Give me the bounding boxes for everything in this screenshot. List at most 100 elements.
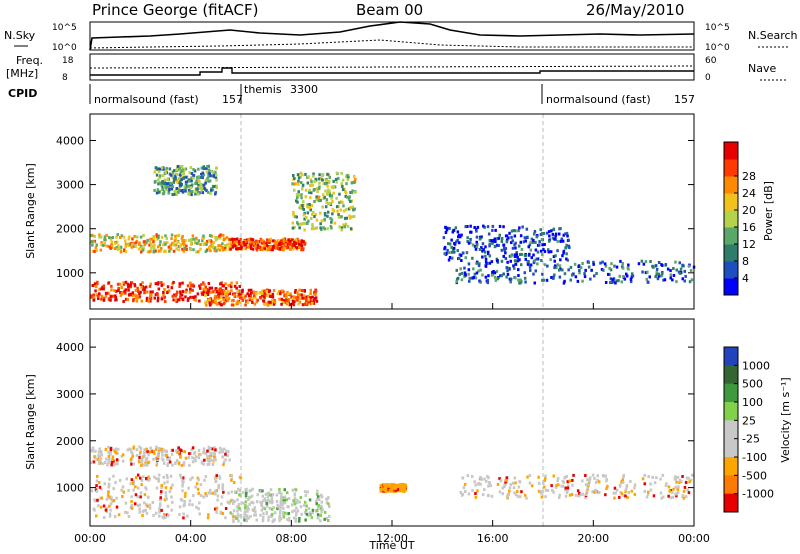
data-cell — [301, 183, 305, 187]
data-cell — [174, 294, 177, 298]
data-cell — [162, 293, 165, 296]
data-cell — [209, 170, 213, 174]
data-cell — [310, 516, 314, 520]
data-cell — [539, 491, 543, 495]
data-cell — [115, 240, 119, 244]
data-cell — [206, 455, 209, 459]
data-cell — [529, 263, 533, 267]
data-cell — [147, 475, 150, 479]
data-cell — [97, 504, 100, 508]
data-cell — [469, 241, 472, 245]
data-cell — [110, 463, 113, 467]
data-cell — [624, 494, 627, 498]
data-cell — [547, 239, 551, 243]
data-cell — [302, 222, 306, 225]
data-cell — [243, 296, 246, 300]
data-cell — [157, 249, 161, 253]
data-cell — [389, 487, 393, 491]
data-cell — [131, 294, 134, 298]
data-cell — [600, 268, 604, 271]
data-cell — [652, 494, 656, 498]
data-cell — [325, 201, 328, 204]
data-cell — [503, 483, 507, 487]
data-cell — [260, 247, 264, 251]
data-cell — [191, 503, 194, 507]
data-cell — [267, 246, 270, 250]
data-cell — [184, 456, 188, 460]
data-cell — [338, 225, 341, 229]
data-cell — [209, 174, 212, 178]
data-cell — [342, 209, 346, 213]
data-cell — [513, 266, 516, 270]
colorbar-tick-label: 12 — [742, 238, 756, 251]
data-cell — [529, 241, 532, 245]
data-cell — [553, 273, 556, 277]
data-cell — [107, 490, 110, 494]
data-cell — [202, 243, 206, 246]
data-cell — [95, 243, 98, 247]
data-cell — [574, 275, 578, 279]
data-cell — [298, 239, 301, 243]
data-cell — [567, 244, 571, 248]
data-cell — [250, 238, 253, 242]
data-cell — [130, 500, 133, 503]
data-cell — [209, 459, 212, 463]
data-cell — [581, 492, 584, 496]
data-cell — [119, 236, 122, 239]
data-cell — [204, 241, 207, 245]
data-cell — [681, 277, 684, 281]
data-cell — [510, 254, 513, 258]
data-cell — [584, 496, 587, 500]
data-cell — [518, 258, 521, 262]
data-cell — [120, 454, 124, 458]
data-cell — [205, 289, 208, 293]
data-cell — [563, 272, 567, 276]
data-cell — [267, 498, 270, 502]
data-cell — [302, 213, 306, 217]
data-cell — [318, 199, 321, 203]
data-cell — [121, 459, 125, 463]
data-cell — [155, 477, 158, 481]
data-cell — [201, 191, 204, 195]
data-cell — [217, 486, 220, 490]
data-cell — [313, 215, 316, 219]
data-cell — [475, 227, 478, 231]
data-cell — [256, 243, 260, 247]
data-cell — [189, 295, 192, 299]
data-cell — [173, 178, 176, 182]
data-cell — [610, 262, 613, 266]
data-cell — [207, 462, 211, 466]
data-cell — [278, 297, 281, 301]
data-cell — [111, 458, 114, 462]
data-cell — [287, 298, 291, 302]
data-cell — [547, 250, 550, 254]
data-cell — [307, 514, 310, 517]
data-cell — [474, 247, 478, 251]
data-cell — [185, 175, 188, 179]
data-cell — [145, 447, 148, 451]
data-cell — [325, 179, 328, 183]
data-cell — [466, 225, 469, 228]
data-cell — [115, 298, 118, 302]
data-cell — [687, 491, 691, 495]
data-cell — [514, 246, 517, 250]
data-cell — [194, 485, 197, 489]
data-cell — [501, 492, 504, 496]
data-cell — [91, 284, 94, 287]
data-cell — [298, 226, 301, 230]
data-cell — [169, 243, 173, 247]
data-cell — [182, 461, 186, 465]
data-cell — [109, 446, 113, 450]
data-cell — [335, 171, 339, 175]
data-cell — [230, 289, 233, 293]
data-cell — [622, 494, 625, 497]
data-cell — [232, 242, 235, 246]
data-cell — [245, 241, 248, 245]
data-cell — [244, 506, 247, 510]
data-cell — [196, 476, 200, 480]
data-cell — [145, 298, 149, 302]
data-cell — [251, 487, 254, 491]
data-cell — [227, 450, 230, 454]
data-cell — [346, 173, 349, 177]
